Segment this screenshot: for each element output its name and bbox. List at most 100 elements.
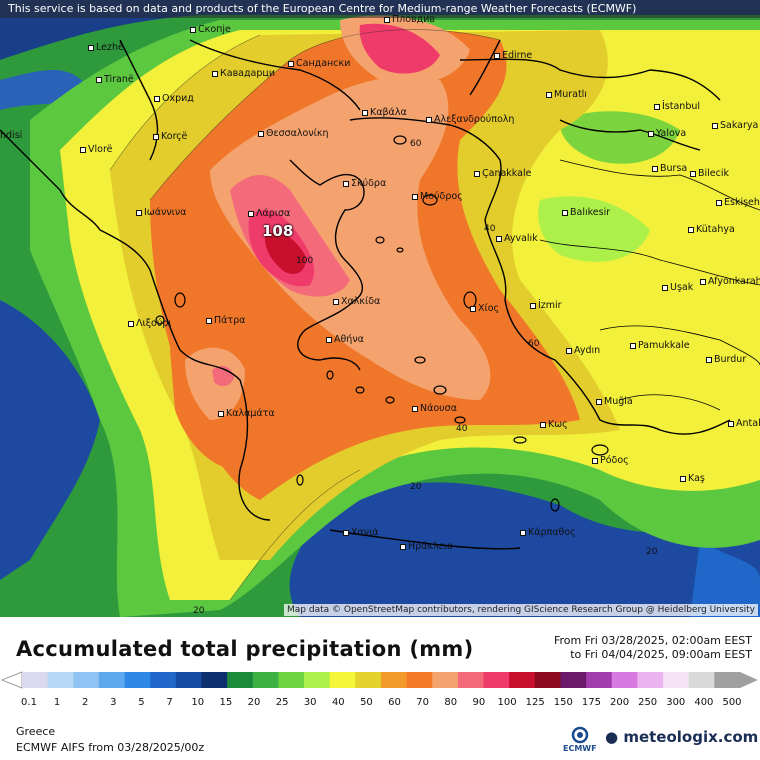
contour-label: 40 <box>456 424 468 434</box>
scale-color-swatch <box>73 672 100 688</box>
city-label: Pamukkale <box>630 340 690 351</box>
city-label: Скопје <box>190 24 231 35</box>
city-marker-icon <box>128 320 134 327</box>
city-marker-icon <box>136 209 142 216</box>
scale-color-swatch <box>201 672 228 688</box>
scale-tick-label: 60 <box>388 697 401 708</box>
city-label: Καλαμάτα <box>218 408 275 419</box>
city-marker-icon <box>426 116 432 123</box>
city-marker-icon <box>566 347 572 354</box>
city-marker-icon <box>212 70 218 77</box>
scale-color-swatch <box>98 672 126 688</box>
city-label: Kütahya <box>688 224 735 235</box>
city-marker-icon <box>288 60 294 67</box>
city-marker-icon <box>258 130 264 137</box>
city-marker-icon <box>96 76 102 83</box>
forecast-period: From Fri 03/28/2025, 02:00am EEST to Fri… <box>554 634 752 662</box>
scale-tick-label: 5 <box>138 697 145 708</box>
city-marker-icon <box>562 209 568 216</box>
map-canvas <box>0 15 760 617</box>
precipitation-map[interactable]: This service is based on data and produc… <box>0 0 760 617</box>
color-scale-bar <box>0 671 758 689</box>
city-marker-icon <box>326 336 332 343</box>
city-label: Vlorë <box>80 144 113 155</box>
city-label: Ιωάννινα <box>136 207 186 218</box>
contour-label: 100 <box>296 256 314 266</box>
scale-tick-label: 7 <box>166 697 173 708</box>
scale-color-swatch <box>714 672 741 688</box>
city-marker-icon <box>648 130 654 137</box>
city-marker-icon <box>154 95 160 102</box>
contour-label: 60 <box>410 139 422 149</box>
city-label: Ρόδος <box>592 455 629 466</box>
scale-color-swatch <box>355 672 382 688</box>
color-scale-ticks: 0.1 1 2 3 5 7 10 15 20 25 30 40 50 60 70 80 90 100 125 150 1… <box>0 697 760 711</box>
city-marker-icon <box>206 317 212 324</box>
city-marker-icon <box>546 91 552 98</box>
scale-color-swatch <box>483 672 510 688</box>
scale-color-swatch <box>457 672 485 688</box>
city-marker-icon <box>520 529 526 536</box>
meteologix-brand[interactable]: ● meteologix.com <box>605 728 759 746</box>
city-marker-icon <box>706 356 712 363</box>
city-label: Ayvalık <box>496 233 538 244</box>
city-marker-icon <box>700 278 706 285</box>
city-label: Bilecik <box>690 168 729 179</box>
city-label: Пловдив <box>384 14 435 25</box>
city-label: Кавадарци <box>212 68 275 79</box>
city-marker-icon <box>496 235 502 242</box>
city-label: Χανιά <box>343 527 379 538</box>
city-marker-icon <box>690 170 696 177</box>
city-label: Χαλκίδα <box>333 296 380 307</box>
scale-tick-label: 80 <box>444 697 458 708</box>
scale-arrow-right-icon <box>740 672 758 688</box>
city-label: İzmir <box>530 300 562 311</box>
city-marker-icon <box>716 199 722 206</box>
scale-color-swatch <box>663 672 690 688</box>
city-label: Λιξούρι <box>128 318 172 329</box>
scale-color-swatch <box>611 672 638 688</box>
scale-tick-label: 2 <box>82 697 89 708</box>
scale-tick-label: 300 <box>666 697 686 708</box>
city-label: Muratlı <box>546 89 587 100</box>
city-marker-icon <box>540 421 546 428</box>
scale-color-swatch <box>278 672 305 688</box>
contour-label: 20 <box>193 606 205 616</box>
city-marker-icon <box>652 165 658 172</box>
scale-color-swatch <box>688 672 715 688</box>
scale-tick-label: 70 <box>416 697 430 708</box>
city-marker-icon <box>88 44 94 51</box>
city-label: Сандански <box>288 58 350 69</box>
scale-tick-label: 15 <box>219 697 233 708</box>
city-label: Sakarya <box>712 120 758 131</box>
scale-tick-label: 175 <box>581 697 601 708</box>
scale-color-swatch <box>252 672 279 688</box>
scale-tick-label: 500 <box>722 697 742 708</box>
city-label: Muğla <box>596 396 633 407</box>
city-label: Tiranë <box>96 74 134 85</box>
city-marker-icon <box>474 170 480 177</box>
city-label: Κάρπαθος <box>520 527 576 538</box>
city-marker-icon <box>494 52 500 59</box>
scale-color-swatch <box>22 672 49 688</box>
city-label: Aydın <box>566 345 600 356</box>
city-marker-icon <box>680 475 686 482</box>
scale-tick-label: 150 <box>553 697 573 708</box>
scale-color-swatch <box>586 672 613 688</box>
legend-title: Accumulated total precipitation (mm) <box>16 637 474 661</box>
contour-label: 40 <box>484 224 496 234</box>
region-label: Greece <box>16 725 56 738</box>
city-marker-icon <box>218 410 224 417</box>
contour-label: 60 <box>528 339 540 349</box>
city-marker-icon <box>400 543 406 550</box>
scale-color-swatch <box>124 672 151 688</box>
city-label: Burdur <box>706 354 746 365</box>
scale-color-swatch <box>227 672 254 688</box>
scale-tick-label: 3 <box>110 697 117 708</box>
city-marker-icon <box>712 122 718 129</box>
map-attribution[interactable]: Map data © OpenStreetMap contributors, r… <box>284 604 758 616</box>
city-marker-icon <box>662 284 668 291</box>
city-label: Bursa <box>652 163 687 174</box>
city-marker-icon <box>343 529 349 536</box>
city-marker-icon <box>412 405 418 412</box>
